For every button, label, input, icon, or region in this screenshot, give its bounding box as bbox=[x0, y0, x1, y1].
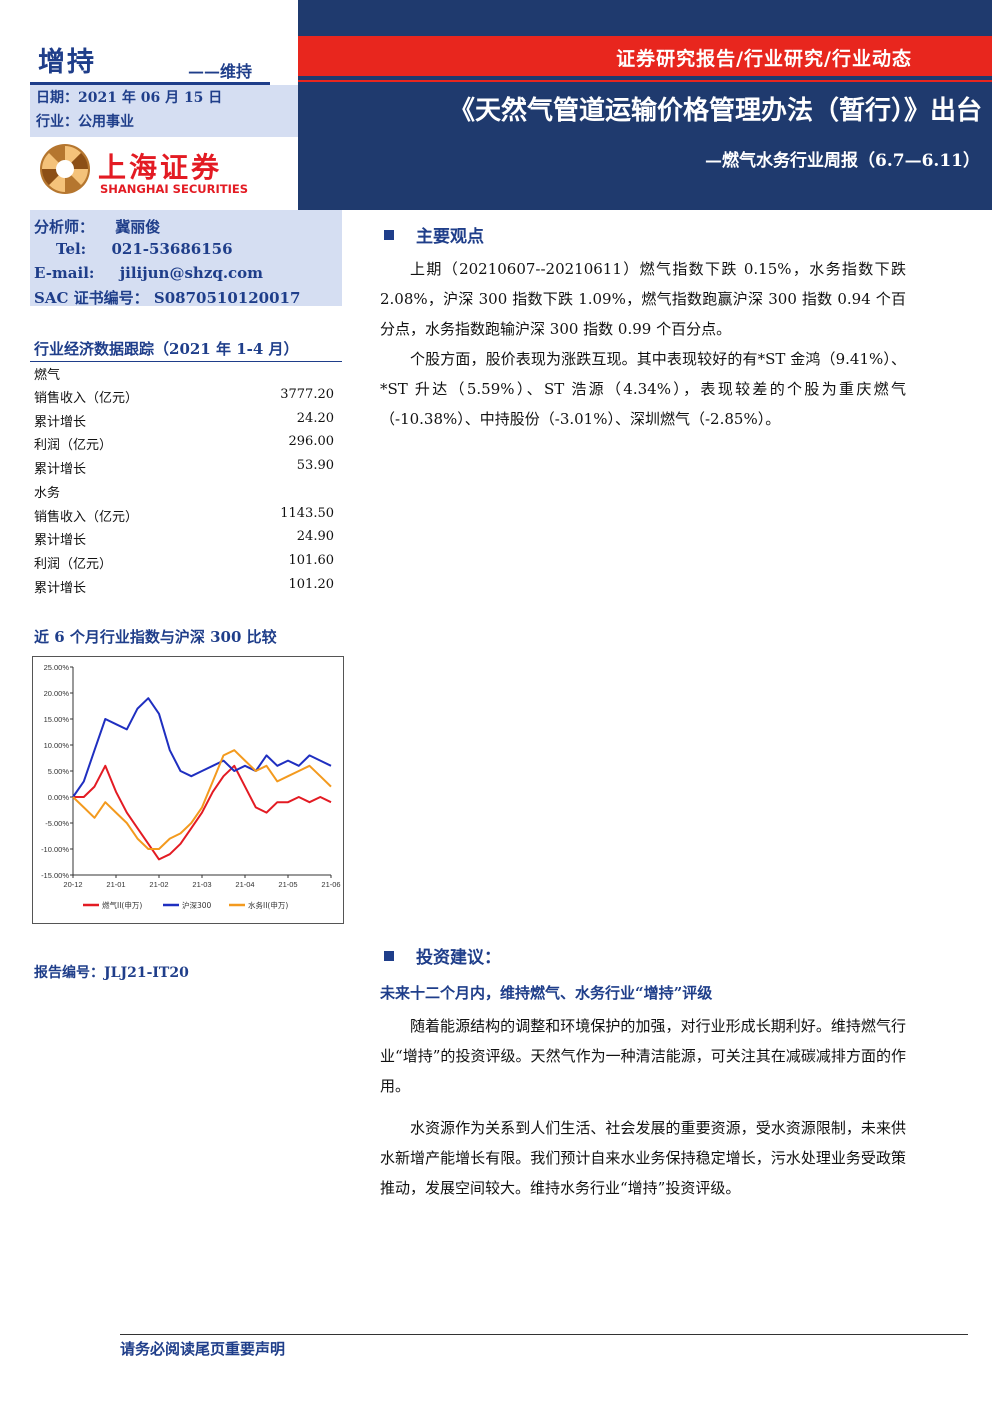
main-points-paragraph-1: 上期（20210607--20210611）燃气指数下跌 0.15%，水务指数下… bbox=[380, 260, 906, 338]
report-date: 日期：2021 年 06 月 15 日 bbox=[36, 90, 223, 106]
investment-subheading: 未来十二个月内，维持燃气、水务行业“增持”评级 bbox=[380, 984, 713, 1002]
chart-canvas: 25.00% 20.00% 15.00% 10.00% 5.00% 0.00% -5.00%… bbox=[41, 663, 341, 910]
footer-disclaimer-note: 请务必阅读尾页重要声明 bbox=[120, 1340, 286, 1358]
analyst-name-row: 分析师： 冀丽俊 bbox=[34, 216, 160, 237]
y-tick-label: -10.00% bbox=[41, 845, 69, 854]
row-value: 296.00 bbox=[288, 434, 335, 449]
row-label: 水务 bbox=[34, 486, 61, 501]
x-tick-label: 21-03 bbox=[192, 880, 211, 889]
analyst-tel-row: Tel: 021-53686156 bbox=[56, 240, 233, 258]
series-line-2 bbox=[72, 697, 332, 798]
econ-table-rule bbox=[30, 361, 342, 362]
row-value: 101.20 bbox=[288, 577, 335, 592]
analyst-email[interactable]: jilijun@shzq.com bbox=[119, 264, 264, 282]
x-tick-label: 20-12 bbox=[63, 880, 82, 889]
report-category: 证券研究报告/行业研究/行业动态 bbox=[616, 48, 912, 70]
analyst-name: 冀丽俊 bbox=[115, 218, 161, 236]
analyst-email-row: E-mail: jilijun@shzq.com bbox=[34, 264, 263, 282]
row-value: 53.90 bbox=[296, 458, 334, 473]
chart-title: 近 6 个月行业指数与沪深 300 比较 bbox=[34, 628, 277, 646]
footer-rule bbox=[120, 1334, 968, 1335]
report-number: 报告编号：JLJ21-IT20 bbox=[34, 965, 189, 981]
x-tick-label: 21-05 bbox=[278, 880, 297, 889]
section-title: 投资建议： bbox=[416, 948, 501, 968]
logo-emblem-icon bbox=[40, 144, 90, 194]
square-bullet-icon bbox=[384, 230, 394, 240]
report-subtitle: —燃气水务行业周报（6.7—6.11） bbox=[705, 151, 980, 171]
investment-paragraph-1: 随着能源结构的调整和环境保护的加强，对行业形成长期利好。维持燃气行业“增持”的投… bbox=[380, 1017, 906, 1095]
series-line-1 bbox=[73, 764, 332, 861]
row-value: 24.20 bbox=[296, 411, 334, 426]
row-label: 燃气 bbox=[34, 368, 61, 383]
row-value: 1143.50 bbox=[280, 506, 334, 521]
legend-label-3: 水务II(申万) bbox=[248, 900, 288, 910]
y-tick-label: 10.00% bbox=[44, 741, 70, 750]
row-label: 销售收入（亿元） bbox=[34, 391, 139, 406]
main-points-paragraph-2: 个股方面，股价表现为涨跌互现。其中表现较好的有*ST 金鸿（9.41%）、*ST… bbox=[380, 350, 906, 428]
rating-action: ——维持 bbox=[188, 62, 253, 81]
y-tick-label: -15.00% bbox=[41, 871, 69, 880]
analyst-sac: S0870510120017 bbox=[153, 289, 301, 307]
y-tick-label: 15.00% bbox=[44, 715, 70, 724]
category-band-rule bbox=[298, 80, 992, 82]
row-value: 101.60 bbox=[288, 553, 335, 568]
row-label: 累计增长 bbox=[34, 462, 87, 477]
row-label: 利润（亿元） bbox=[34, 557, 113, 572]
legend-label-2: 沪深300 bbox=[182, 900, 212, 910]
analyst-name-label: 分析师： bbox=[34, 218, 95, 236]
y-tick-label: 5.00% bbox=[48, 767, 70, 776]
x-tick-label: 21-02 bbox=[149, 880, 168, 889]
row-label: 累计增长 bbox=[34, 533, 87, 548]
report-title: 《天然气管道运输价格管理办法（暂行）》出台 bbox=[448, 96, 982, 126]
report-industry: 行业：公用事业 bbox=[36, 114, 134, 130]
index-comparison-chart: 25.00% 20.00% 15.00% 10.00% 5.00% 0.00% -5.00%… bbox=[32, 656, 344, 924]
row-label: 累计增长 bbox=[34, 415, 87, 430]
x-tick-label: 21-06 bbox=[321, 880, 340, 889]
analyst-info: 分析师： 冀丽俊 Tel: 021-53686156 E-mail: jilij… bbox=[30, 210, 342, 308]
row-value: 3777.20 bbox=[280, 387, 334, 402]
analyst-sac-label: SAC 证书编号： bbox=[34, 289, 149, 307]
header-banner bbox=[298, 0, 992, 210]
x-tick-label: 21-01 bbox=[106, 880, 125, 889]
y-tick-label: 20.00% bbox=[44, 689, 70, 698]
analyst-email-label: E-mail: bbox=[34, 264, 95, 282]
section-title: 主要观点 bbox=[416, 227, 484, 247]
row-label: 累计增长 bbox=[34, 581, 87, 596]
logo-name-cn: 上海证券 bbox=[98, 151, 223, 184]
analyst-tel: 021-53686156 bbox=[111, 240, 233, 258]
report-info: 日期：2021 年 06 月 15 日 行业：公用事业 bbox=[30, 85, 298, 137]
square-bullet-icon bbox=[384, 951, 394, 961]
y-tick-label: -5.00% bbox=[45, 819, 69, 828]
company-logo: 上海证券 SHANGHAI SECURITIES bbox=[38, 142, 268, 202]
row-label: 销售收入（亿元） bbox=[34, 510, 139, 525]
row-value: 24.90 bbox=[296, 529, 334, 544]
rating: 增持 bbox=[38, 47, 96, 78]
row-label: 利润（亿元） bbox=[34, 438, 113, 453]
section-investment-heading: 投资建议： bbox=[384, 943, 501, 968]
rating-rule bbox=[30, 82, 270, 85]
category-band bbox=[298, 36, 992, 76]
econ-table-title: 行业经济数据跟踪（2021 年 1-4 月） bbox=[34, 340, 299, 358]
y-tick-label: 25.00% bbox=[44, 663, 70, 672]
section-main-points-heading: 主要观点 bbox=[384, 222, 484, 247]
investment-paragraph-2: 水资源作为关系到人们生活、社会发展的重要资源，受水资源限制，未来供水新增产能增长… bbox=[380, 1119, 906, 1197]
logo-name-en: SHANGHAI SECURITIES bbox=[100, 182, 248, 196]
analyst-tel-label: Tel: bbox=[56, 240, 87, 258]
series-line-3 bbox=[72, 749, 332, 850]
analyst-sac-row: SAC 证书编号： S0870510120017 bbox=[34, 287, 300, 308]
y-tick-label: 0.00% bbox=[48, 793, 70, 802]
x-tick-label: 21-04 bbox=[235, 880, 254, 889]
legend-label-1: 燃气II(申万) bbox=[102, 900, 142, 910]
